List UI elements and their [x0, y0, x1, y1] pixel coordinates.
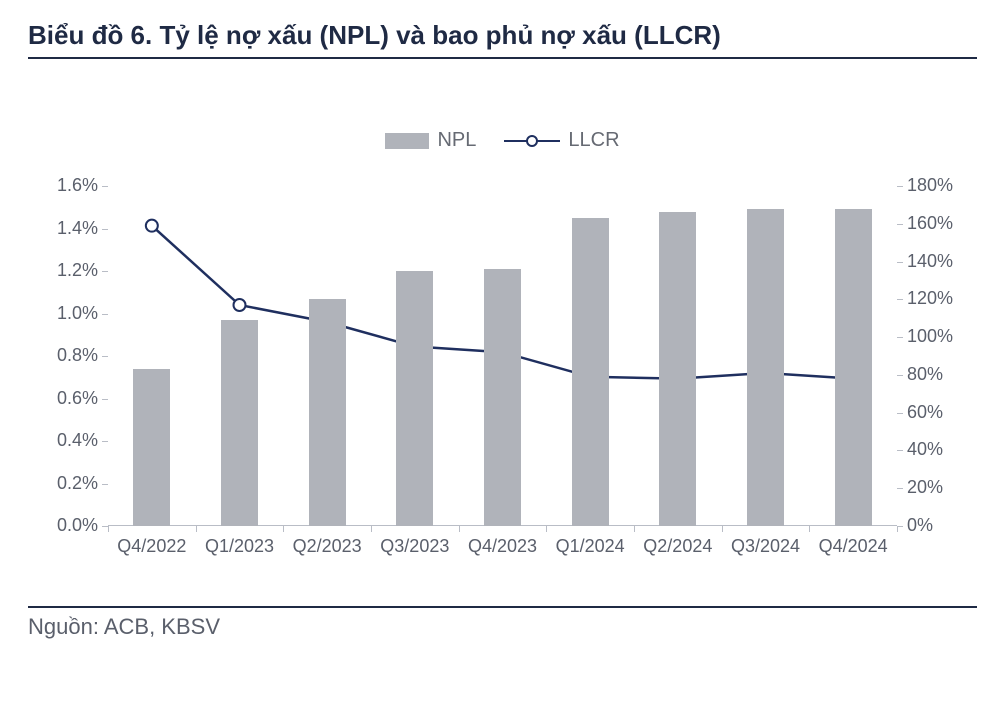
y-right-tickmark	[897, 488, 903, 489]
x-category-label: Q3/2024	[731, 536, 800, 557]
x-category-label: Q1/2024	[556, 536, 625, 557]
x-category-label: Q4/2024	[819, 536, 888, 557]
y-right-tickmark	[897, 186, 903, 187]
chart-area: 0.0% 0.2% 0.4% 0.6% 0.8% 1.0% 1.2% 1.4% 1.6% 0% 20…	[28, 176, 977, 576]
chart-title: Biểu đồ 6. Tỷ lệ nợ xấu (NPL) và bao phủ…	[28, 20, 977, 59]
legend-label-npl: NPL	[437, 129, 476, 152]
y-right-tickmark	[897, 413, 903, 414]
bar	[221, 320, 258, 526]
plot-region	[108, 186, 897, 526]
y-right-tick: 180%	[907, 175, 953, 196]
y-left-tickmark	[102, 399, 108, 400]
x-tickmark	[634, 526, 635, 532]
y-right-tick: 40%	[907, 439, 943, 460]
y-right-tick: 60%	[907, 402, 943, 423]
llcr-marker	[146, 220, 158, 232]
x-tickmark	[108, 526, 109, 532]
y-left-tick: 1.6%	[28, 175, 98, 196]
y-left-tick: 1.4%	[28, 218, 98, 239]
llcr-marker	[234, 299, 246, 311]
x-category-label: Q3/2023	[380, 536, 449, 557]
bar	[309, 299, 346, 526]
y-left-tick: 0.0%	[28, 515, 98, 536]
x-category-label: Q1/2023	[205, 536, 274, 557]
y-right-tick: 0%	[907, 515, 933, 536]
y-left-tickmark	[102, 186, 108, 187]
x-tickmark	[371, 526, 372, 532]
y-left-tickmark	[102, 356, 108, 357]
y-right-tick: 160%	[907, 213, 953, 234]
x-tickmark	[196, 526, 197, 532]
y-right-tickmark	[897, 450, 903, 451]
y-left-tick: 0.2%	[28, 473, 98, 494]
legend-label-llcr: LLCR	[568, 129, 619, 152]
y-left-tick: 1.0%	[28, 303, 98, 324]
bar	[747, 209, 784, 526]
y-right-tickmark	[897, 375, 903, 376]
y-right-tickmark	[897, 224, 903, 225]
x-category-label: Q2/2024	[643, 536, 712, 557]
x-category-label: Q4/2023	[468, 536, 537, 557]
bar	[396, 271, 433, 526]
y-left-tick: 1.2%	[28, 260, 98, 281]
bar-swatch-icon	[385, 133, 429, 149]
y-right-tickmark	[897, 337, 903, 338]
source-text: Nguồn: ACB, KBSV	[28, 608, 977, 640]
y-right-tick: 120%	[907, 288, 953, 309]
bar	[835, 209, 872, 526]
y-left-tickmark	[102, 229, 108, 230]
line-swatch-icon	[504, 133, 560, 149]
y-left-tickmark	[102, 271, 108, 272]
x-tickmark	[546, 526, 547, 532]
y-right-tick: 80%	[907, 364, 943, 385]
y-right-tick: 100%	[907, 326, 953, 347]
x-tickmark	[897, 526, 898, 532]
legend: NPL LLCR	[28, 129, 977, 152]
y-right-tickmark	[897, 299, 903, 300]
bar	[659, 212, 696, 527]
x-category-label: Q4/2022	[117, 536, 186, 557]
bar	[484, 269, 521, 526]
y-left-tickmark	[102, 484, 108, 485]
y-right-tickmark	[897, 262, 903, 263]
x-tickmark	[809, 526, 810, 532]
y-left-tickmark	[102, 314, 108, 315]
x-tickmark	[283, 526, 284, 532]
legend-item-npl: NPL	[385, 129, 476, 152]
y-left-tick: 0.6%	[28, 388, 98, 409]
x-tickmark	[459, 526, 460, 532]
chart-container: Biểu đồ 6. Tỷ lệ nợ xấu (NPL) và bao phủ…	[0, 0, 1005, 721]
x-category-label: Q2/2023	[293, 536, 362, 557]
bar	[133, 369, 170, 526]
legend-item-llcr: LLCR	[504, 129, 619, 152]
y-left-tickmark	[102, 441, 108, 442]
y-left-tick: 0.8%	[28, 345, 98, 366]
y-left-tick: 0.4%	[28, 430, 98, 451]
y-right-tick: 140%	[907, 251, 953, 272]
y-right-tick: 20%	[907, 477, 943, 498]
bar	[572, 218, 609, 526]
x-tickmark	[722, 526, 723, 532]
